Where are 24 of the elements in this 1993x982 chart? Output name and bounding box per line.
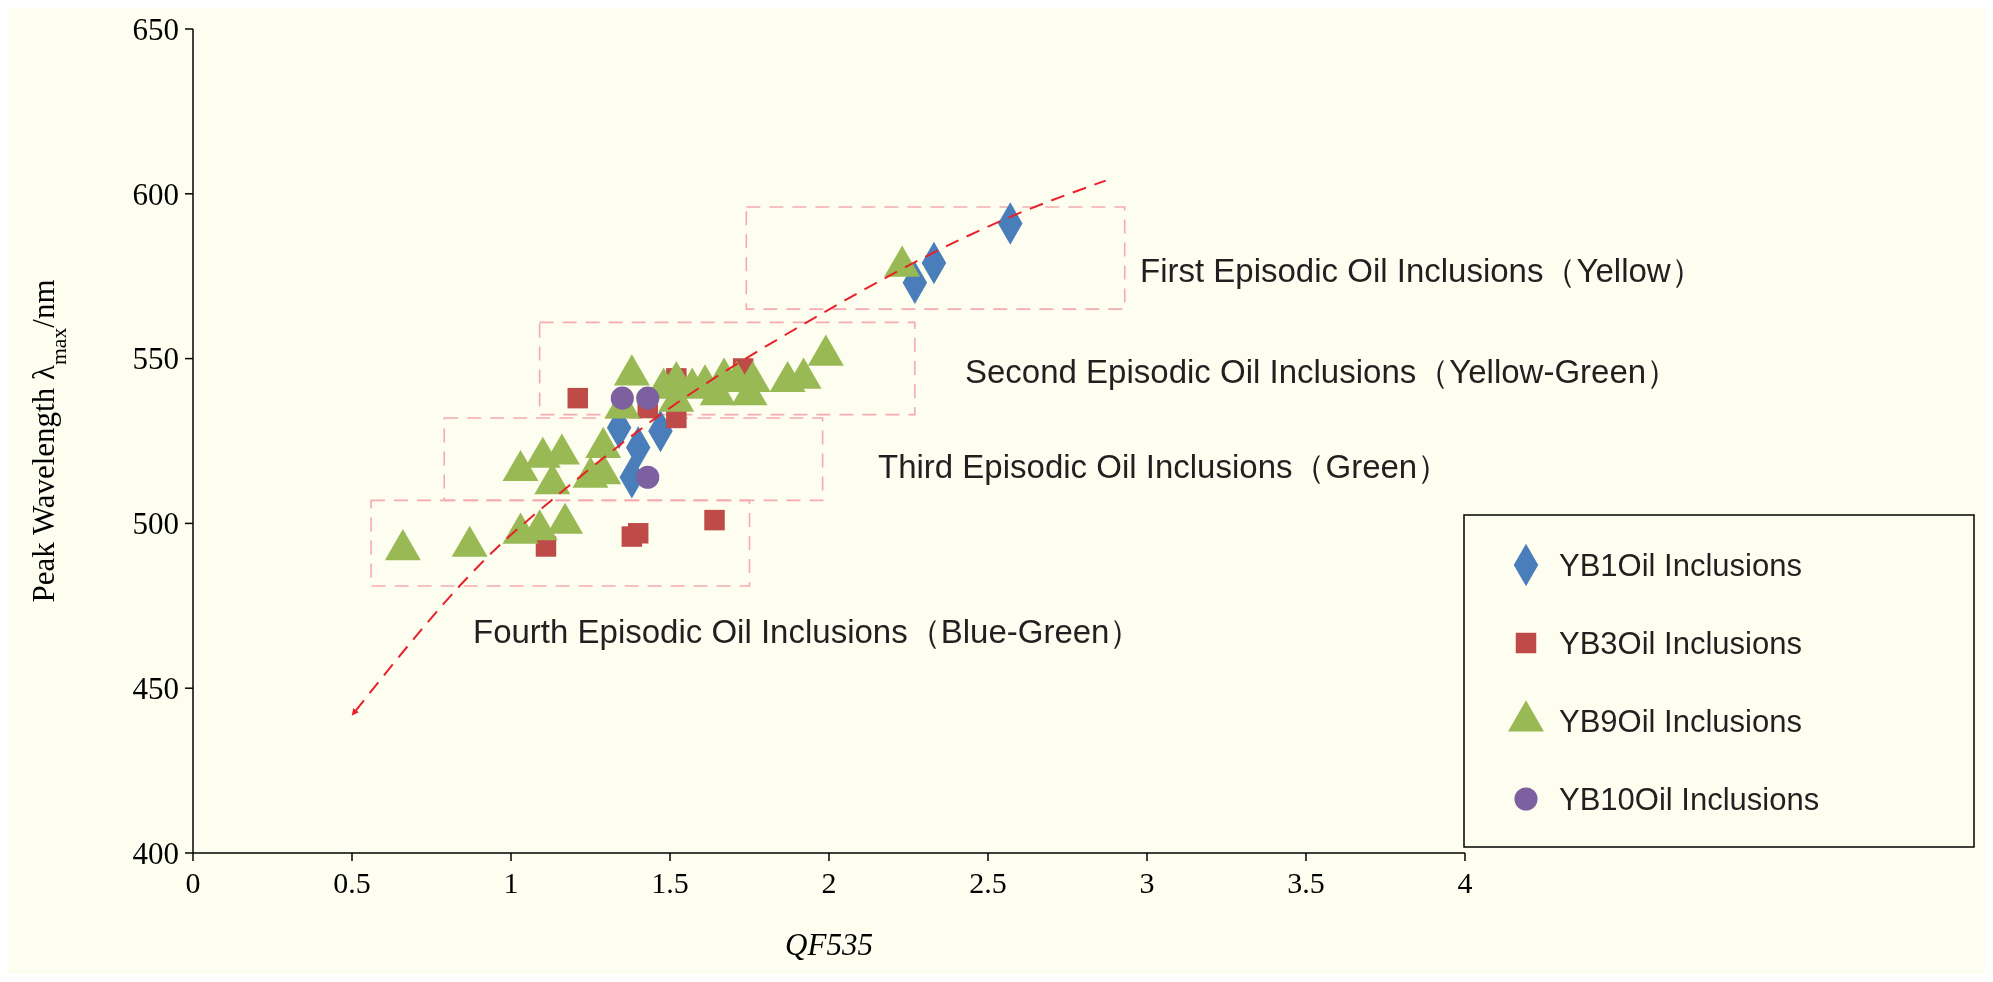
x-tick-label: 0 [185, 866, 201, 899]
x-tick-label: 0.5 [333, 866, 371, 899]
y-tick-label: 450 [132, 671, 179, 707]
annotation: Third Episodic Oil Inclusions（Green） [878, 447, 1451, 485]
x-tick-label: 2.5 [969, 866, 1007, 899]
y-tick-label: 650 [132, 11, 179, 47]
y-tick-label: 550 [132, 341, 179, 377]
y-tick-label: 600 [132, 176, 179, 212]
legend-label: YB1Oil Inclusions [1559, 547, 1802, 583]
annotation: Fourth Episodic Oil Inclusions（Blue-Green） [473, 612, 1143, 650]
x-axis-title: QF535 [785, 927, 873, 962]
legend-label: YB9Oil Inclusions [1559, 703, 1802, 739]
y-tick-label: 500 [132, 506, 179, 542]
legend-label: YB10Oil Inclusions [1559, 781, 1820, 817]
annotation: First Episodic Oil Inclusions（Yellow） [1140, 251, 1704, 289]
x-tick-label: 3.5 [1287, 866, 1325, 899]
x-tick-label: 1.5 [651, 866, 689, 899]
y-tick-label: 400 [132, 835, 179, 871]
x-tick-label: 3 [1139, 866, 1155, 899]
x-tick-label: 1 [503, 866, 519, 899]
x-tick-label: 4 [1457, 866, 1473, 899]
x-tick-label: 2 [821, 866, 837, 899]
legend-label: YB3Oil Inclusions [1559, 625, 1802, 661]
annotation: Second Episodic Oil Inclusions（Yellow-Green） [965, 352, 1680, 390]
